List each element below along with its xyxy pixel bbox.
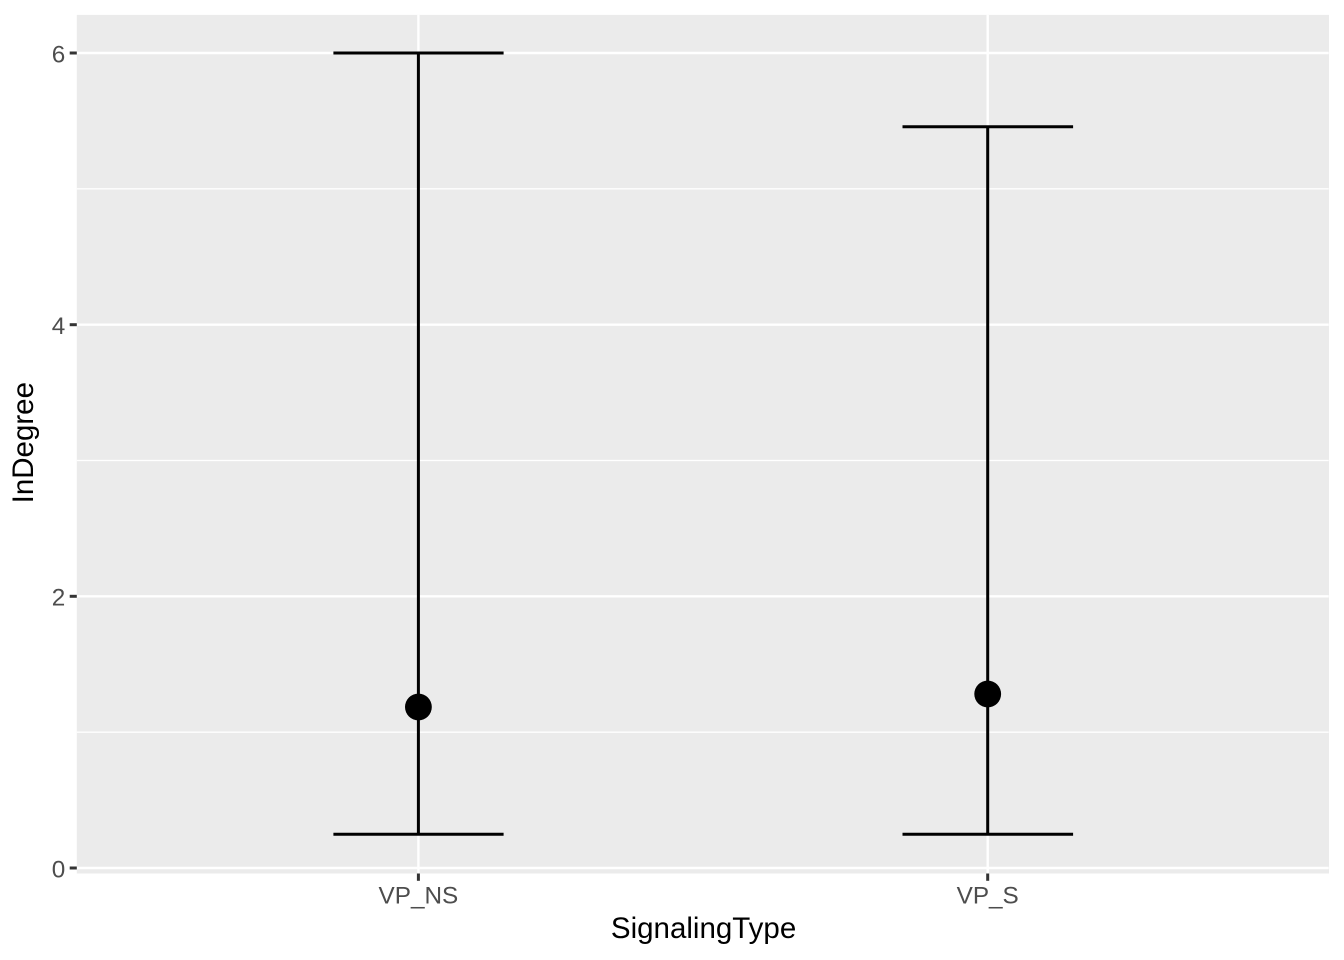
svg-text:VP_NS: VP_NS bbox=[379, 883, 459, 910]
svg-text:SignalingType: SignalingType bbox=[611, 912, 796, 945]
svg-text:2: 2 bbox=[52, 585, 66, 612]
svg-text:0: 0 bbox=[52, 856, 66, 883]
svg-text:VP_S: VP_S bbox=[957, 883, 1019, 910]
svg-text:6: 6 bbox=[52, 41, 66, 68]
svg-text:4: 4 bbox=[52, 313, 66, 340]
svg-text:InDegree: InDegree bbox=[7, 382, 40, 503]
